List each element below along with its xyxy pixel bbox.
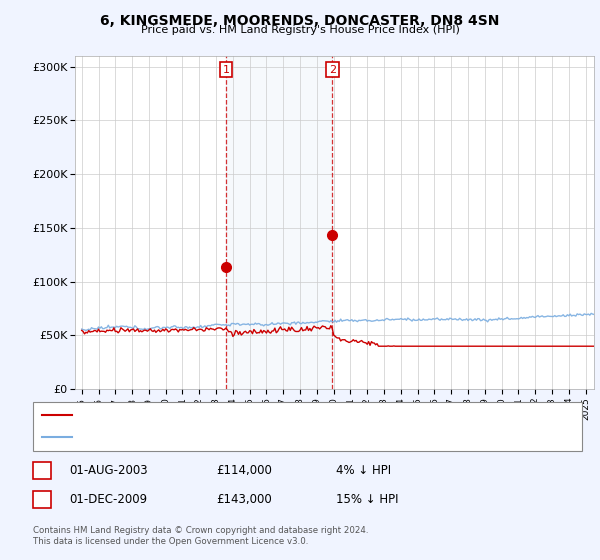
Text: 6, KINGSMEDE, MOORENDS, DONCASTER, DN8 4SN (detached house): 6, KINGSMEDE, MOORENDS, DONCASTER, DN8 4… [78, 410, 425, 421]
Text: 4% ↓ HPI: 4% ↓ HPI [336, 464, 391, 477]
Text: 1: 1 [38, 464, 46, 477]
Text: 1: 1 [223, 64, 229, 74]
Bar [584, 56, 594, 389]
Text: Contains HM Land Registry data © Crown copyright and database right 2024.
This d: Contains HM Land Registry data © Crown c… [33, 526, 368, 546]
Text: £143,000: £143,000 [216, 493, 272, 506]
Text: 01-AUG-2003: 01-AUG-2003 [69, 464, 148, 477]
Text: 15% ↓ HPI: 15% ↓ HPI [336, 493, 398, 506]
Text: 6, KINGSMEDE, MOORENDS, DONCASTER, DN8 4SN: 6, KINGSMEDE, MOORENDS, DONCASTER, DN8 4… [100, 14, 500, 28]
Text: HPI: Average price, detached house, Doncaster: HPI: Average price, detached house, Donc… [78, 432, 314, 442]
Text: £114,000: £114,000 [216, 464, 272, 477]
Text: 01-DEC-2009: 01-DEC-2009 [69, 493, 147, 506]
Text: 2: 2 [329, 64, 336, 74]
Text: Price paid vs. HM Land Registry's House Price Index (HPI): Price paid vs. HM Land Registry's House … [140, 25, 460, 35]
Text: 2: 2 [38, 493, 46, 506]
Bar [226, 56, 332, 389]
